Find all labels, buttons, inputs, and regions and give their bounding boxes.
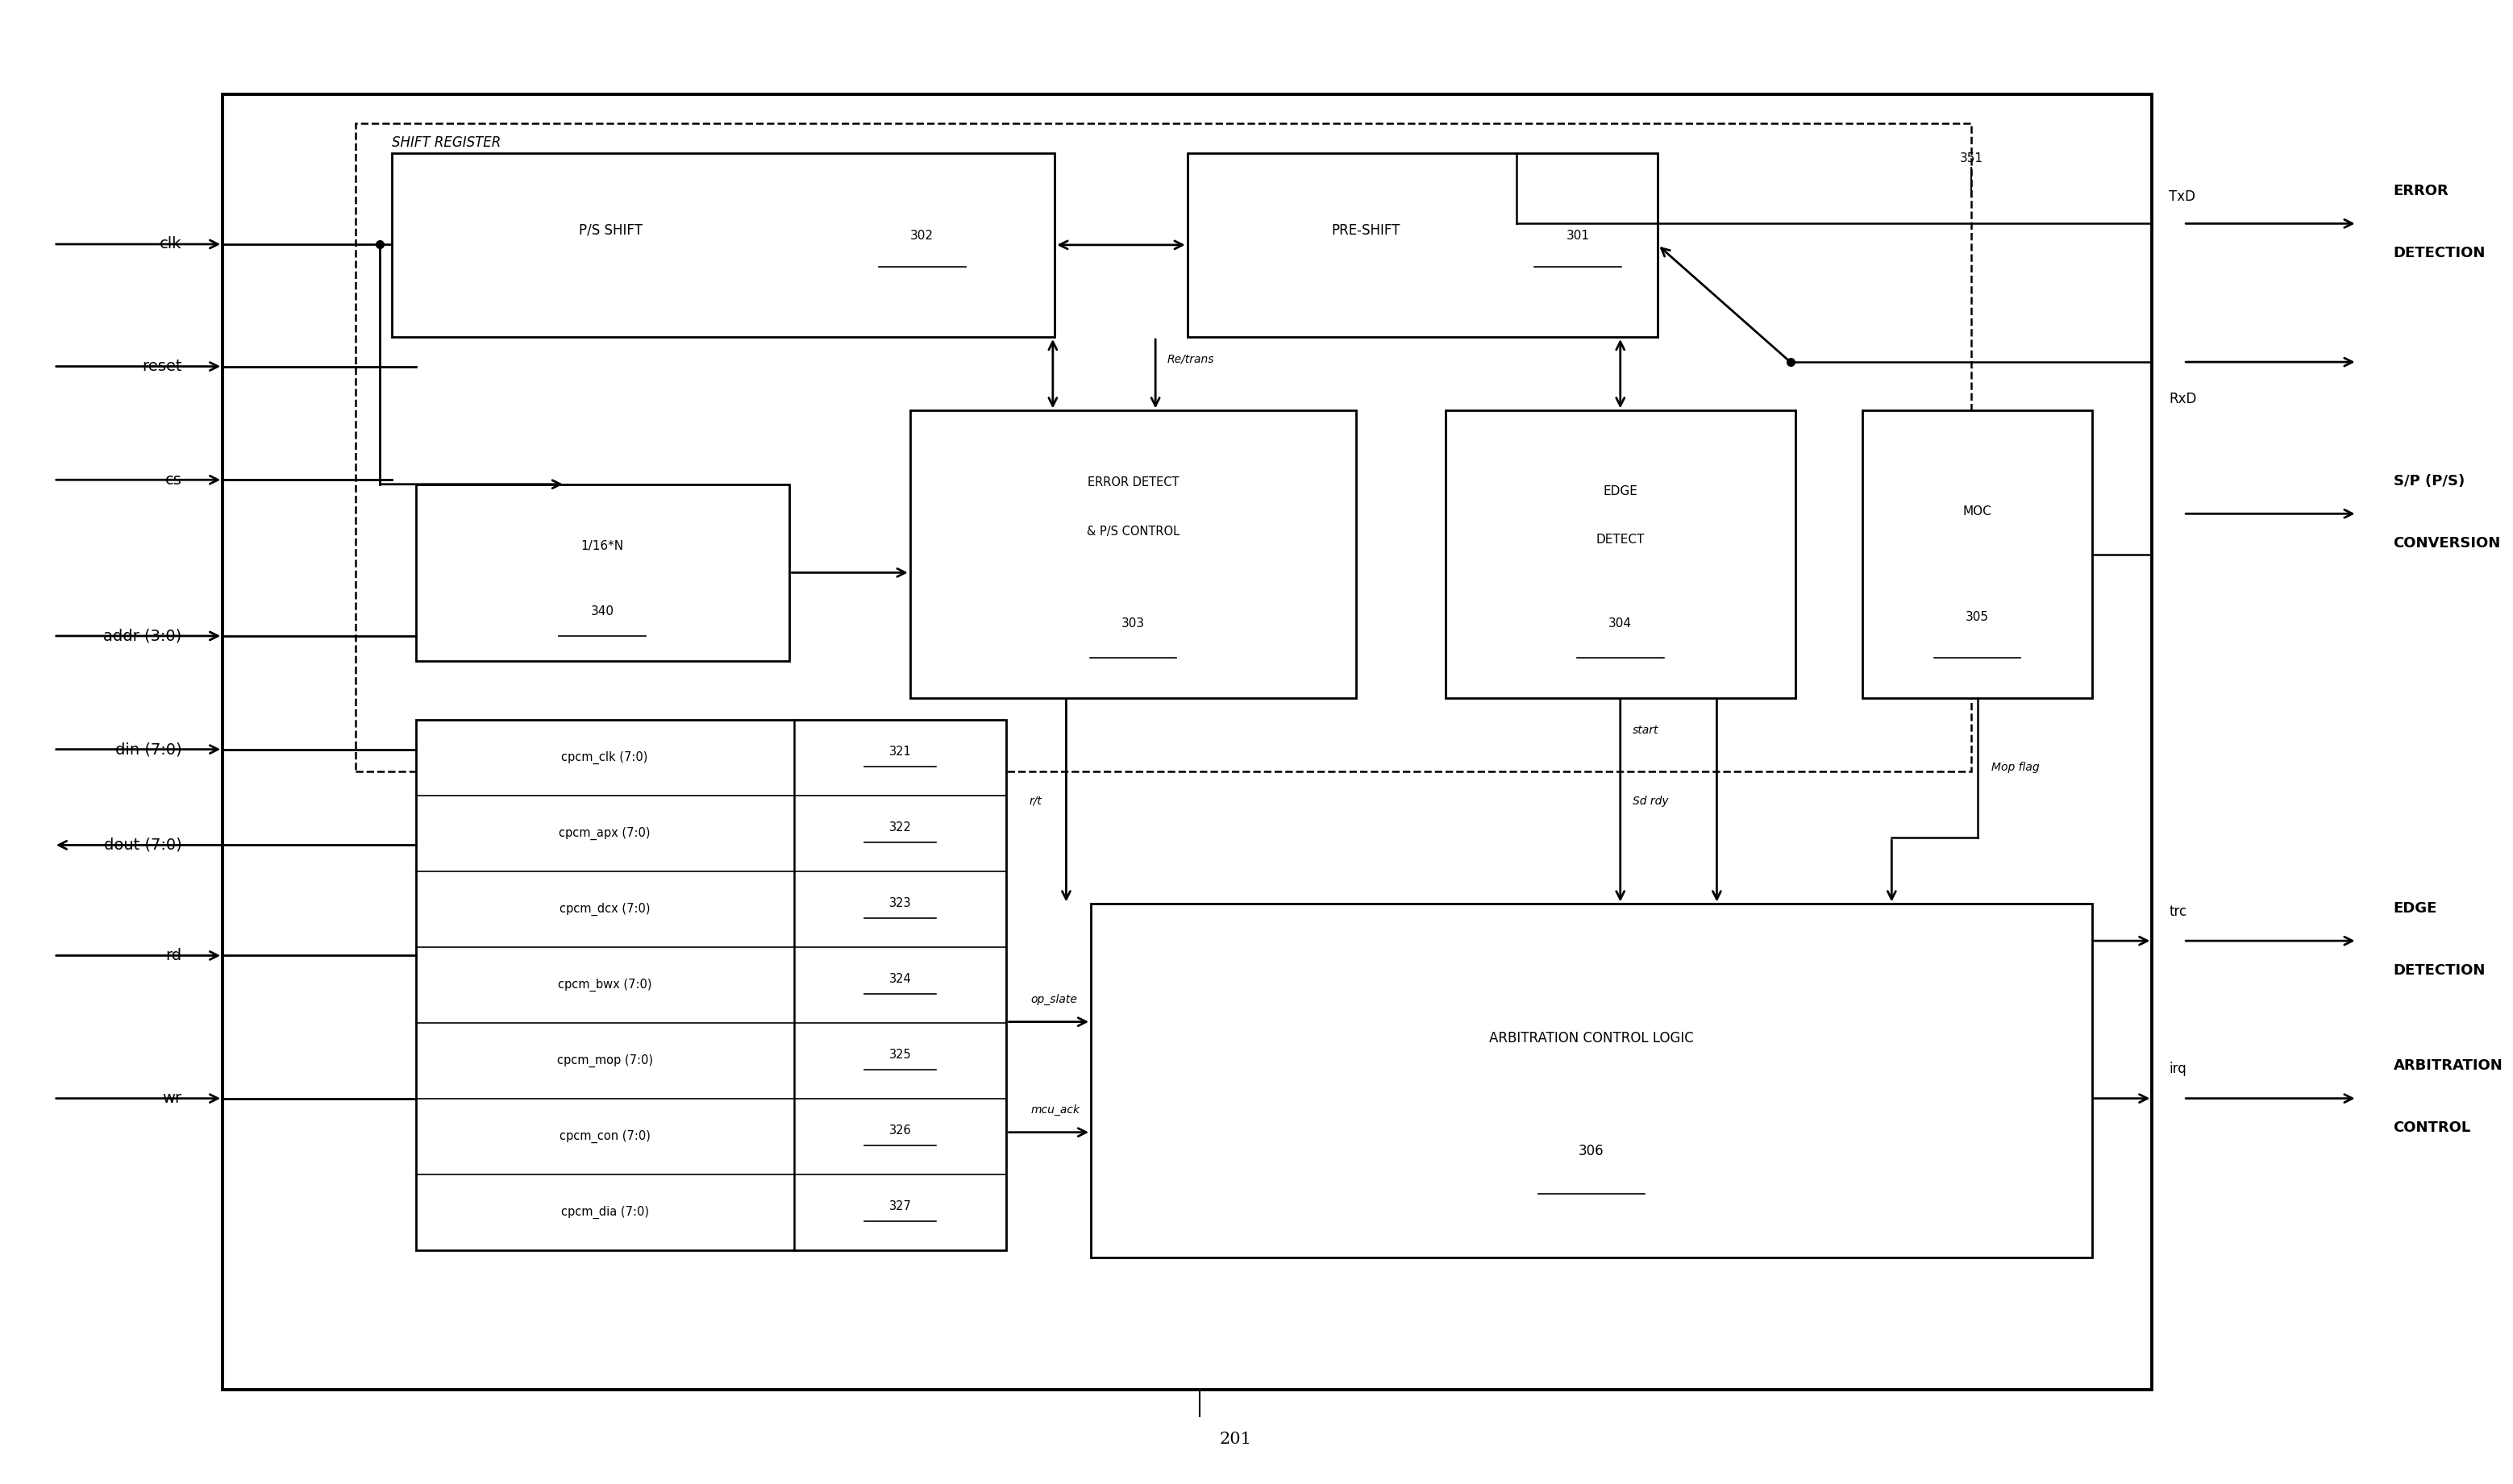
Text: 340: 340 [591, 605, 613, 617]
Text: PRE-SHIFT: PRE-SHIFT [1332, 223, 1400, 237]
Text: 304: 304 [1608, 617, 1631, 629]
Text: 303: 303 [1121, 617, 1146, 629]
Text: cpcm_dia (7:0): cpcm_dia (7:0) [560, 1205, 648, 1218]
Text: ARBITRATION CONTROL LOGIC: ARBITRATION CONTROL LOGIC [1490, 1031, 1694, 1046]
Text: cpcm_apx (7:0): cpcm_apx (7:0) [558, 827, 651, 840]
Bar [224, 93, 2151, 1391]
Text: rd: rd [166, 948, 181, 963]
Text: 326: 326 [890, 1125, 912, 1137]
Text: 201: 201 [1219, 1431, 1251, 1447]
Text: cpcm_bwx (7:0): cpcm_bwx (7:0) [558, 978, 651, 991]
Text: 327: 327 [890, 1201, 912, 1212]
Bar [415, 720, 1008, 1250]
Text: wr: wr [163, 1091, 181, 1106]
Text: DETECT: DETECT [1596, 534, 1644, 546]
Text: DETECTION: DETECTION [2392, 963, 2485, 978]
Text: din (7:0): din (7:0) [116, 742, 181, 757]
Text: cpcm_con (7:0): cpcm_con (7:0) [560, 1129, 651, 1143]
Text: start: start [1633, 724, 1659, 736]
Bar [415, 484, 789, 660]
Text: 322: 322 [890, 822, 912, 834]
Text: S/P (P/S): S/P (P/S) [2392, 473, 2465, 488]
Text: EDGE: EDGE [1603, 485, 1638, 497]
Text: trc: trc [2169, 904, 2186, 919]
Text: dout (7:0): dout (7:0) [103, 837, 181, 853]
Bar [1862, 411, 2091, 697]
Text: 351: 351 [1960, 153, 1983, 165]
Text: ERROR DETECT: ERROR DETECT [1088, 476, 1179, 488]
Text: 306: 306 [1578, 1144, 1603, 1159]
Text: ARBITRATION: ARBITRATION [2392, 1058, 2503, 1073]
Text: MOC: MOC [1963, 505, 1993, 518]
Text: 302: 302 [910, 230, 935, 242]
Text: ERROR: ERROR [2392, 184, 2448, 199]
Text: 324: 324 [890, 974, 912, 985]
Text: 325: 325 [890, 1049, 912, 1061]
Bar [910, 411, 1357, 697]
Text: addr (3:0): addr (3:0) [103, 628, 181, 644]
Text: CONVERSION: CONVERSION [2392, 536, 2500, 551]
Text: 301: 301 [1566, 230, 1588, 242]
Text: 1/16*N: 1/16*N [581, 540, 623, 552]
Bar [1189, 153, 1659, 337]
Text: & P/S CONTROL: & P/S CONTROL [1086, 525, 1179, 537]
Bar [1445, 411, 1794, 697]
Text: cpcm_clk (7:0): cpcm_clk (7:0) [560, 751, 648, 764]
Text: 323: 323 [890, 898, 912, 910]
Text: Sd rdy: Sd rdy [1633, 795, 1669, 807]
Text: Re/trans: Re/trans [1169, 353, 1214, 365]
Text: r/t: r/t [1030, 795, 1043, 807]
Text: 321: 321 [890, 745, 912, 758]
Text: op_slate: op_slate [1030, 994, 1078, 1006]
Text: TxD: TxD [2169, 190, 2196, 205]
Text: P/S SHIFT: P/S SHIFT [578, 223, 643, 237]
Bar [1091, 904, 2091, 1257]
Text: RxD: RxD [2169, 392, 2196, 407]
Bar [392, 153, 1055, 337]
Text: DETECTION: DETECTION [2392, 246, 2485, 260]
Text: cpcm_dcx (7:0): cpcm_dcx (7:0) [560, 902, 651, 916]
Text: mcu_ack: mcu_ack [1030, 1104, 1081, 1116]
Bar [354, 123, 1970, 772]
Text: irq: irq [2169, 1061, 2186, 1076]
Text: 305: 305 [1965, 611, 1988, 623]
Text: CONTROL: CONTROL [2392, 1120, 2470, 1135]
Text: cs: cs [166, 472, 181, 488]
Text: reset: reset [141, 359, 181, 374]
Text: Mop flag: Mop flag [1993, 763, 2041, 773]
Text: cpcm_mop (7:0): cpcm_mop (7:0) [558, 1054, 653, 1067]
Text: clk: clk [158, 236, 181, 252]
Text: SHIFT REGISTER: SHIFT REGISTER [392, 135, 500, 150]
Text: EDGE: EDGE [2392, 901, 2438, 916]
